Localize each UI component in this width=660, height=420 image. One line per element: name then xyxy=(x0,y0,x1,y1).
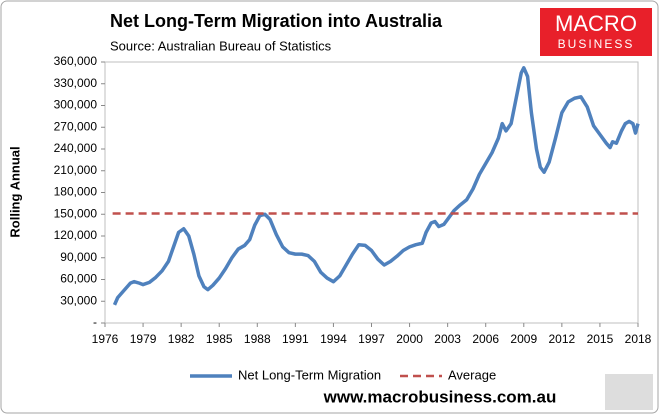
legend-label: Net Long-Term Migration xyxy=(238,367,381,382)
y-tick-label: 210,000 xyxy=(54,163,98,177)
y-tick-label: 60,000 xyxy=(60,272,97,286)
x-tick-label: 2012 xyxy=(549,332,576,346)
logo-icon xyxy=(605,374,653,410)
logo-text: BUSINESS xyxy=(558,37,635,51)
x-tick-label: 1997 xyxy=(358,332,385,346)
x-tick-label: 1994 xyxy=(320,332,347,346)
y-tick-label: 90,000 xyxy=(60,250,97,264)
x-tick-label: 1982 xyxy=(168,332,195,346)
logo-box xyxy=(540,8,652,56)
x-tick-label: 1985 xyxy=(206,332,233,346)
y-tick-label: 180,000 xyxy=(54,185,98,199)
x-tick-label: 1976 xyxy=(92,332,119,346)
footer: www.macrobusiness.com.au xyxy=(323,387,557,406)
x-tick-label: 2018 xyxy=(625,332,652,346)
y-axis-title: Rolling Annual xyxy=(7,146,22,237)
y-tick-label: 360,000 xyxy=(54,54,98,68)
y-tick-label: 270,000 xyxy=(54,119,98,133)
chart-title: Net Long-Term Migration into Australia xyxy=(110,11,443,31)
x-tick-label: 2006 xyxy=(472,332,499,346)
y-tick-label: 120,000 xyxy=(54,228,98,242)
y-tick-label: - xyxy=(93,315,97,329)
series-line xyxy=(112,66,640,306)
x-tick-label: 1988 xyxy=(244,332,271,346)
x-tick-label: 2009 xyxy=(510,332,537,346)
x-tick-label: 2000 xyxy=(396,332,423,346)
x-tick-label: 1991 xyxy=(282,332,309,346)
legend-label: Average xyxy=(448,367,496,382)
x-tick-label: 2015 xyxy=(587,332,614,346)
y-tick-label: 30,000 xyxy=(60,293,97,307)
chart-subtitle: Source: Australian Bureau of Statistics xyxy=(110,38,332,53)
y-tick-label: 300,000 xyxy=(54,98,98,112)
y-tick-label: 330,000 xyxy=(54,76,98,90)
logo-text: MACRO xyxy=(555,11,637,36)
x-tick-label: 2003 xyxy=(434,332,461,346)
y-tick-label: 240,000 xyxy=(54,141,98,155)
x-tick-label: 1979 xyxy=(130,332,157,346)
y-tick-label: 150,000 xyxy=(54,206,98,220)
